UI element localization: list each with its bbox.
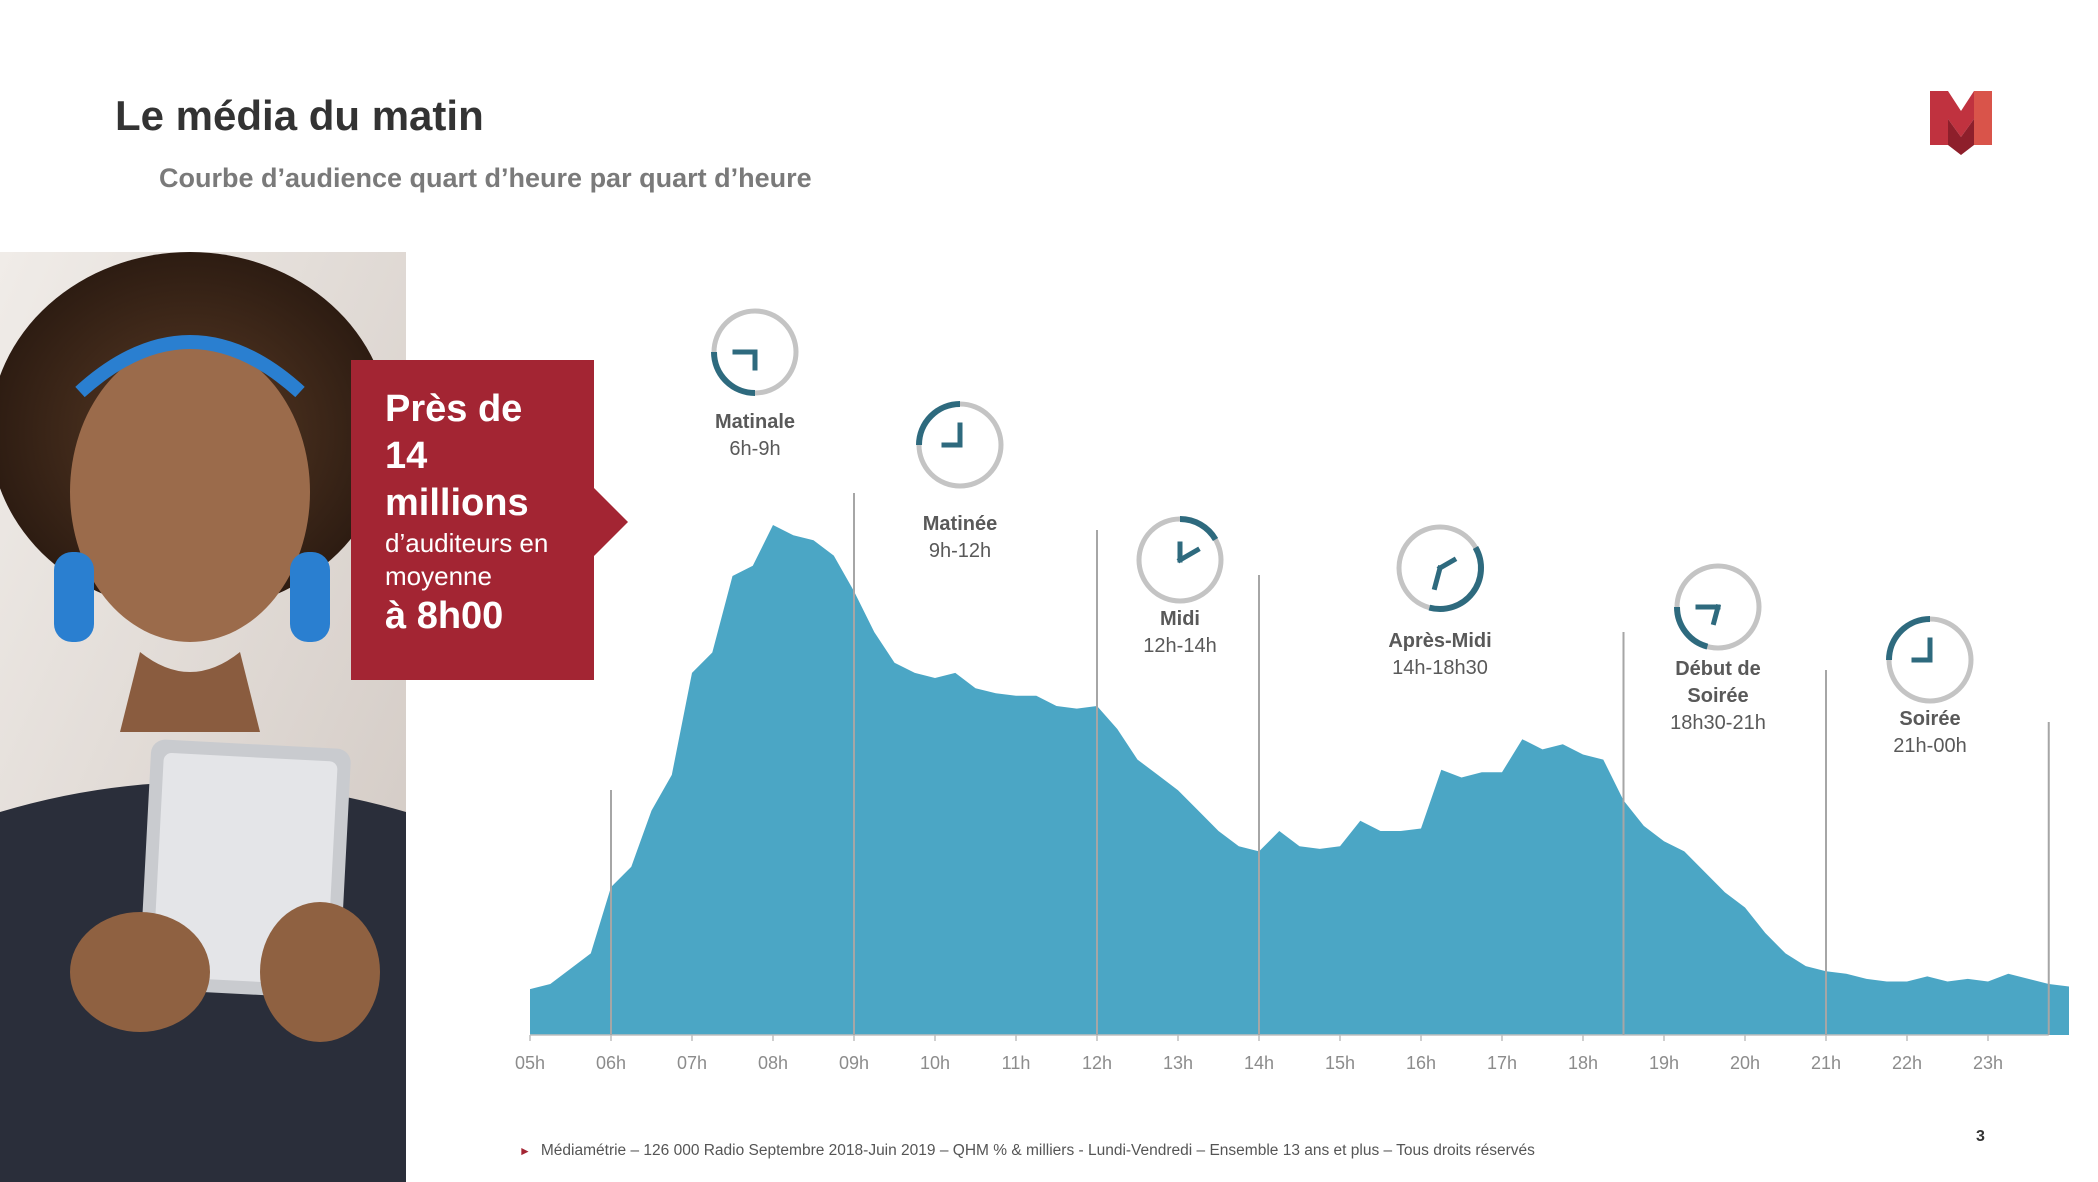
x-tick-label-11h: 11h [1002,1053,1031,1073]
segment-name-1: Matinée [923,513,997,535]
audience-callout: Près de 14 millions d’auditeurs en moyen… [351,360,628,680]
brand-logo [1930,91,1992,155]
clock-hand-hour [1710,603,1722,626]
page-title: Le média du matin [115,92,484,139]
segment-hours-5: 21h-00h [1893,735,1966,757]
segment-name-4: Soirée [1687,685,1748,707]
clock-hand-minute [1431,564,1444,591]
callout-line-5: moyenne [385,561,492,591]
segment-name-0: Matinale [715,411,795,433]
x-tick-label-23h: 23h [1973,1053,2003,1073]
x-tick-label-07h: 07h [677,1053,707,1073]
footer-bullet-icon: ► [519,1144,531,1158]
x-tick-label-20h: 20h [1730,1053,1760,1073]
x-tick-label-06h: 06h [596,1053,626,1073]
callout-line-4: d’auditeurs en [385,528,549,558]
segment-hours-2: 12h-14h [1143,635,1216,657]
footer-source: ► Médiamétrie – 126 000 Radio Septembre 2… [519,1142,1535,1160]
footer-source-text: – 126 000 Radio Septembre 2018-Juin 2019… [626,1142,1535,1159]
callout-line-6: à 8h00 [385,595,504,637]
x-tick-label-05h: 05h [515,1053,545,1073]
clock-arc [1179,516,1219,542]
clock-hand-minute [1176,546,1201,564]
x-tick-label-19h: 19h [1649,1053,1679,1073]
clock-arc [1428,546,1484,612]
x-tick-label-15h: 15h [1325,1053,1355,1073]
footer-source-name: Médiamétrie [540,1142,627,1159]
x-tick-label-22h: 22h [1892,1053,1922,1073]
callout-line-1: Près de [385,388,523,430]
segment-name-4: Début de [1675,658,1761,680]
x-tick-label-13h: 13h [1163,1053,1193,1073]
x-tick-label-18h: 18h [1568,1053,1598,1073]
segment-hours-0: 6h-9h [729,438,780,460]
listener-photo [0,252,406,1182]
x-tick-label-12h: 12h [1082,1053,1112,1073]
page-number: 3 [1976,1128,1985,1145]
x-tick-label-21h: 21h [1811,1053,1841,1073]
audience-area [530,525,2069,1035]
callout-line-2: 14 [385,435,428,477]
page-subtitle: Courbe d’audience quart d’heure par quar… [159,163,812,193]
x-tick-label-08h: 08h [758,1053,788,1073]
clock-arc [1674,606,1709,650]
x-tick-label-17h: 17h [1487,1053,1517,1073]
segment-name-2: Midi [1160,608,1200,630]
clock-arc [1886,616,1931,661]
x-tick-label-10h: 10h [920,1053,950,1073]
segment-name-3: Après-Midi [1388,630,1491,652]
clock-arc [916,401,961,446]
x-tick-label-14h: 14h [1244,1053,1274,1073]
clock-arc [711,351,756,396]
x-tick-label-16h: 16h [1406,1053,1436,1073]
segment-hours-1: 9h-12h [929,540,991,562]
segment-hours-3: 14h-18h30 [1392,657,1488,679]
callout-line-3: millions [385,482,529,524]
x-tick-label-09h: 09h [839,1053,869,1073]
segment-hours-4: 18h30-21h [1670,712,1766,734]
segment-name-5: Soirée [1899,708,1960,730]
